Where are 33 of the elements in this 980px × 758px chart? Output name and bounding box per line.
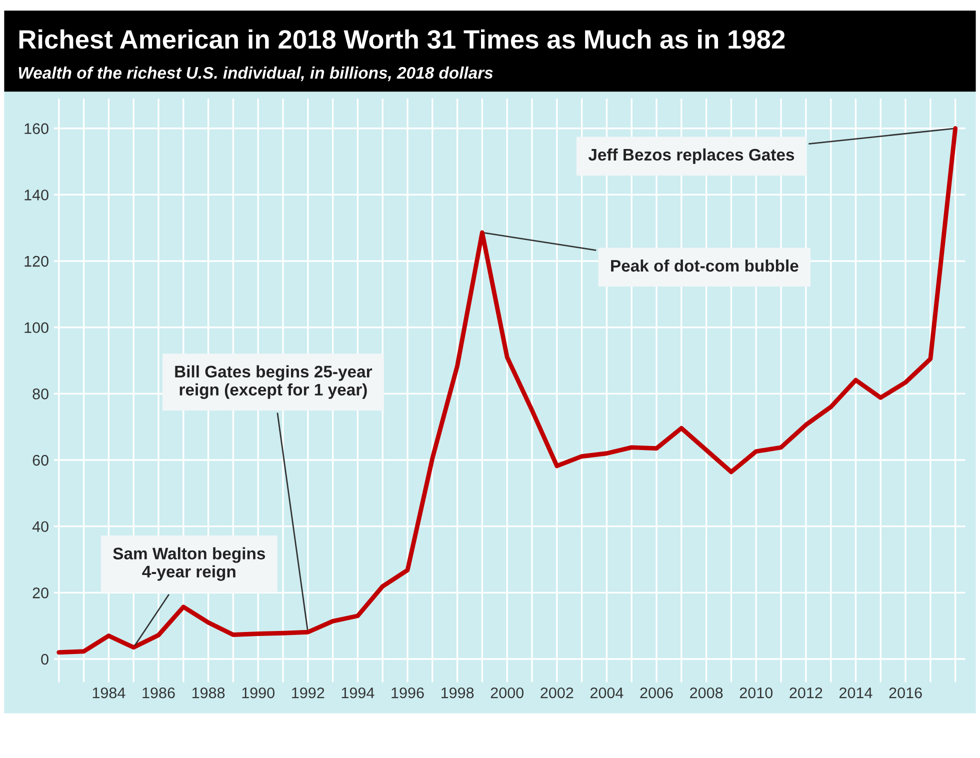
x-tick-label: 2016 <box>889 687 922 698</box>
x-tick-label: 2010 <box>740 687 773 698</box>
annotation: Bill Gates begins 25-year reign (except for 1 year) <box>175 365 372 399</box>
x-tick-label: 1990 <box>242 687 274 698</box>
x-tick-label: 2014 <box>840 687 872 698</box>
y-tick-label: 100 <box>24 322 48 334</box>
chart-title: Richest American in 2018 Worth 31 Times as Much as in 1982 <box>19 29 785 49</box>
annotation: Sam Walton begins 4-year reign <box>113 547 266 581</box>
y-tick-label: 160 <box>24 123 48 134</box>
x-tick-label: 2004 <box>590 687 624 698</box>
line-series <box>56 126 958 655</box>
x-tick-label: 2000 <box>490 687 524 698</box>
y-tick-label: 0 <box>41 654 48 665</box>
y-tick-label: 140 <box>24 190 48 200</box>
y-tick-label: 60 <box>32 454 48 466</box>
y-tick-label: 80 <box>32 388 48 400</box>
x-tick-label: 2002 <box>540 687 574 698</box>
x-tick-label: 1986 <box>142 687 175 698</box>
chart-subtitle: Wealth of the richest U.S. individual, in billions, 2018 dollars <box>18 66 493 82</box>
x-tick-label: 1998 <box>441 687 474 698</box>
y-tick-label: 120 <box>24 256 48 267</box>
annotation: Peak of dot-com bubble <box>611 259 798 272</box>
x-tick-label: 2008 <box>690 687 723 698</box>
x-tick-label: 1988 <box>192 687 225 698</box>
y-tick-label: 40 <box>32 521 48 532</box>
annotation: Jeff Bezos replaces Gates <box>588 148 794 164</box>
x-tick-label: 1994 <box>342 687 374 698</box>
x-tick-label: 2006 <box>640 687 673 698</box>
x-tick-label: 1984 <box>92 687 126 698</box>
x-tick-label: 2012 <box>790 687 822 698</box>
x-tick-label: 1996 <box>392 687 424 698</box>
y-tick-label: 20 <box>32 588 48 598</box>
x-tick-label: 1992 <box>292 687 324 698</box>
